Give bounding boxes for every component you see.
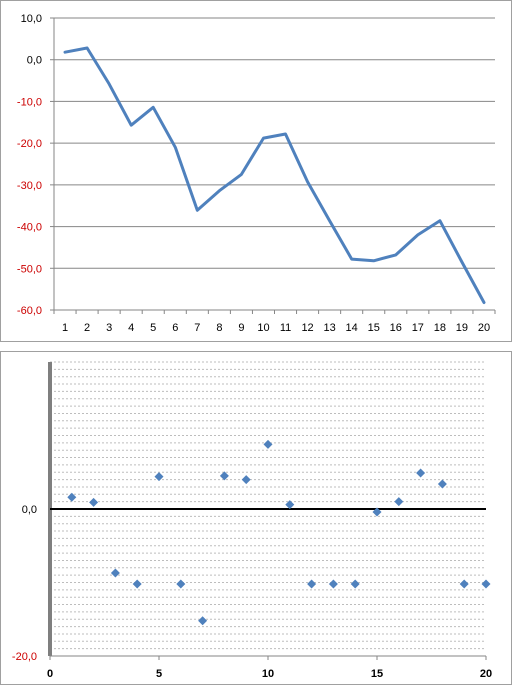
data-point	[459, 579, 469, 589]
data-point	[328, 579, 338, 589]
data-point	[89, 497, 99, 507]
x-tick-label: 14	[346, 322, 358, 334]
data-point	[285, 500, 295, 510]
data-point	[307, 579, 317, 589]
line-chart-panel: 10,0 0,0 -10,0 -20,0 -30,0 -40,0 -50,0 -60,0 1 2 3…	[0, 0, 512, 342]
data-point	[219, 471, 229, 481]
data-point	[67, 492, 77, 502]
data-point	[154, 472, 164, 482]
x-tick-label: 5	[150, 322, 156, 334]
data-point	[198, 616, 208, 626]
data-point	[176, 579, 186, 589]
scatter-chart-panel: 0,0 -20,0 0 5 10 15 20	[0, 351, 512, 685]
y-tick-label: -20,0	[12, 651, 37, 663]
x-tick-label: 0	[47, 668, 53, 680]
x-tick-label: 5	[156, 668, 162, 680]
x-tick-label: 7	[194, 322, 200, 334]
data-point	[437, 479, 447, 489]
x-tick-label: 12	[301, 322, 313, 334]
x-tick-label: 18	[434, 322, 446, 334]
line-chart: 10,00,0-10,0-20,0-30,0-40,0-50,0-60,01 2 3…	[17, 13, 496, 334]
data-point	[132, 579, 142, 589]
y-tick-label: 0,0	[22, 504, 37, 516]
x-tick-label: 16	[390, 322, 402, 334]
series-line	[63, 46, 486, 304]
y-tick-label: -30,0	[17, 180, 42, 192]
y-tick-label: 0,0	[27, 55, 42, 67]
x-tick-label: 17	[412, 322, 424, 334]
data-point	[241, 475, 251, 485]
data-point	[263, 439, 273, 449]
x-tick-label: 13	[324, 322, 336, 334]
y-tick-label: -10,0	[17, 96, 42, 108]
x-tick-label: 10	[262, 668, 274, 680]
y-tick-label: -60,0	[17, 305, 42, 317]
y-tick-label: 10,0	[21, 13, 42, 25]
x-tick-label: 11	[280, 322, 291, 334]
x-tick-label: 8	[216, 322, 222, 334]
data-point	[481, 579, 491, 589]
x-tick-label: 9	[238, 322, 244, 334]
x-tick-label: 2	[84, 322, 90, 334]
data-point	[416, 468, 426, 478]
data-point	[350, 579, 360, 589]
x-tick-label: 4	[128, 322, 134, 334]
x-tick-label: 20	[478, 322, 490, 334]
y-tick-label: -50,0	[17, 263, 42, 275]
data-point	[372, 507, 382, 517]
scatter-chart: 0,0 -20,0 0 5 10 15 20	[12, 361, 492, 680]
x-tick-label: 10	[257, 322, 269, 334]
x-tick-label: 15	[368, 322, 380, 334]
x-tick-label: 3	[106, 322, 112, 334]
y-tick-label: -40,0	[17, 222, 42, 234]
x-tick-label: 19	[456, 322, 468, 334]
data-point	[110, 568, 120, 578]
data-point	[394, 497, 404, 507]
y-tick-label: -20,0	[17, 138, 42, 150]
x-tick-label: 20	[480, 668, 492, 680]
x-tick-label: 1	[62, 322, 68, 334]
x-tick-label: 6	[172, 322, 178, 334]
x-tick-label: 15	[371, 668, 383, 680]
